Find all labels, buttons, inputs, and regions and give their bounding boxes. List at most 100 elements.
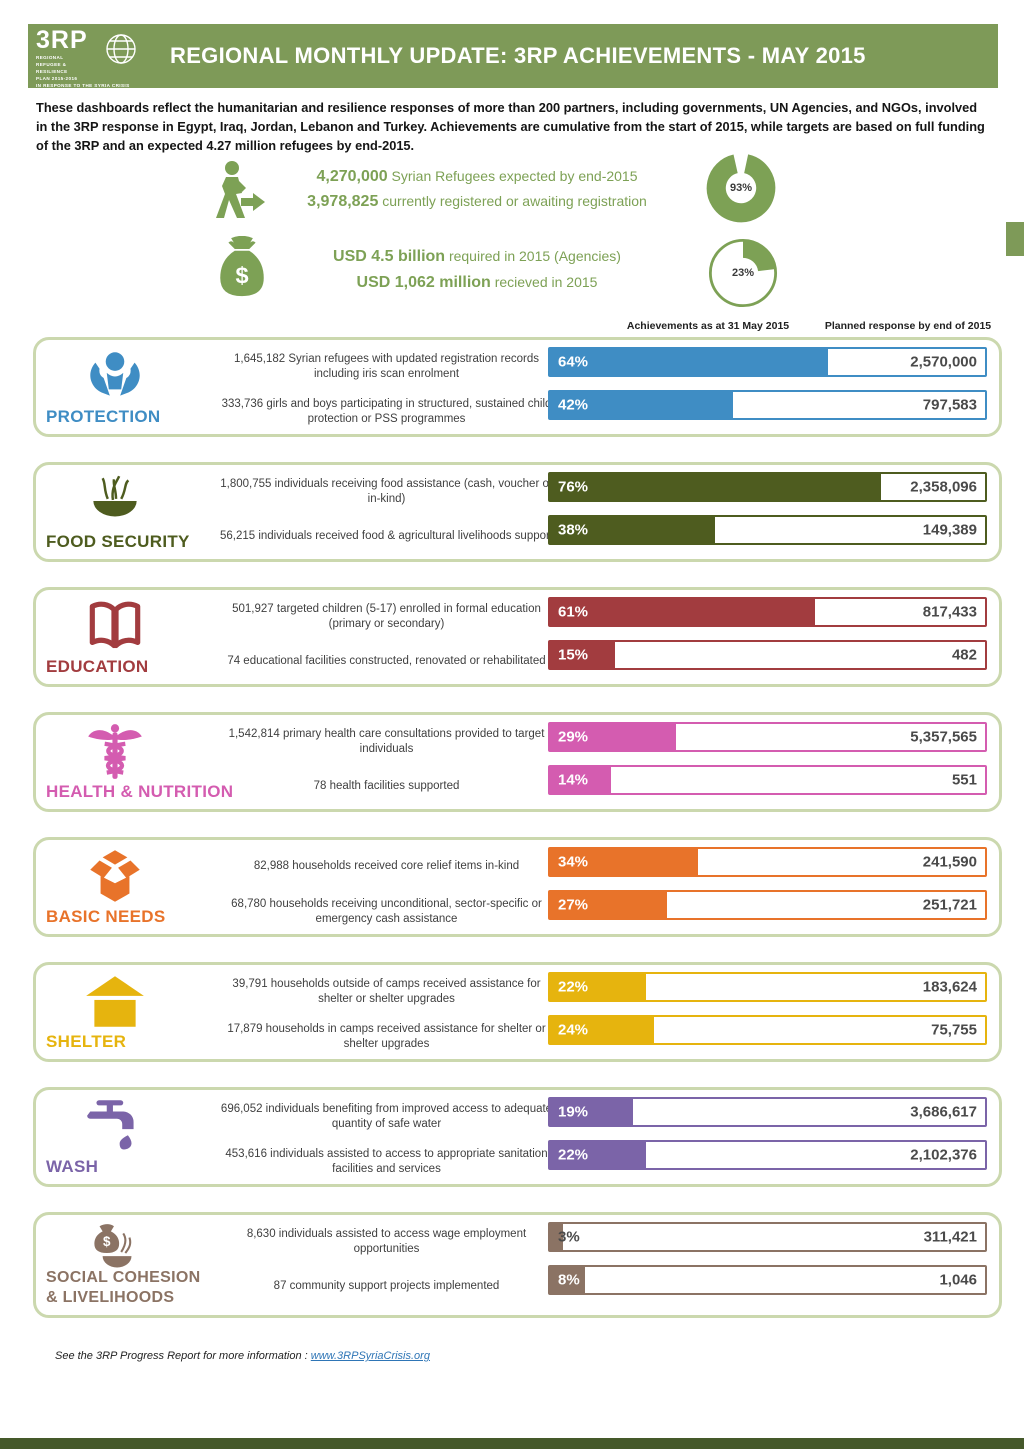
planned-value: 241,590: [922, 853, 977, 871]
indicator-description: 56,215 individuals received food & agric…: [219, 530, 554, 543]
open-book-icon: [82, 598, 148, 656]
planned-value: 311,421: [923, 1228, 977, 1246]
section-label-basic-needs: BASIC NEEDS: [46, 906, 166, 926]
progress-fill: [550, 1017, 655, 1043]
section-label-education: EDUCATION: [46, 656, 149, 676]
percent-label: 29%: [558, 728, 589, 746]
refugee-walking-icon: [205, 160, 269, 231]
planned-value: 817,433: [922, 603, 977, 621]
section-card-social-cohesion: $ SOCIAL COHESION & LIVELIHOODS 8,630 in…: [33, 1212, 1002, 1318]
open-box-icon: [82, 848, 148, 906]
percent-label: 27%: [558, 896, 589, 914]
section-card-wash: WASH 696,052 individuals benefiting from…: [33, 1087, 1002, 1187]
page-title: REGIONAL MONTHLY UPDATE: 3RP ACHIEVEMENT…: [170, 43, 866, 68]
percent-label: 14%: [558, 771, 589, 789]
planned-value: 482: [951, 646, 977, 664]
indicator-description: 1,542,814 primary health care consultati…: [228, 727, 545, 755]
percent-label: 64%: [558, 353, 589, 371]
column-header-achievements: Achievements as at 31 May 2015: [626, 320, 790, 332]
indicator-description: 68,780 households receiving unconditiona…: [231, 897, 542, 925]
3rp-logo: 3RP REGIONAL REFUGEE & RESILIENCE PLAN 2…: [28, 24, 146, 88]
progress-fill: [550, 642, 616, 668]
progress-fill: [550, 892, 668, 918]
section-card-education: EDUCATION 501,927 targeted children (5-1…: [33, 587, 1002, 687]
caduceus-icon: [82, 723, 148, 781]
planned-value: 2,358,096: [910, 478, 977, 496]
progress-bar: 15% 482: [548, 640, 987, 670]
progress-fill: [550, 767, 611, 793]
indicator-description: 39,791 households outside of camps recei…: [232, 977, 541, 1005]
indicator-description: 1,645,182 Syrian refugees with updated r…: [234, 352, 539, 380]
footer-text: See the 3RP Progress Report for more inf…: [55, 1350, 311, 1362]
percent-label: 3%: [558, 1228, 580, 1246]
progress-bar: 8% 1,046: [548, 1265, 987, 1295]
indicator-description: 1,800,755 individuals receiving food ass…: [220, 477, 553, 505]
section-label-protection: PROTECTION: [46, 406, 161, 426]
percent-label: 61%: [558, 603, 589, 621]
section-card-protection: PROTECTION 1,645,182 Syrian refugees wit…: [33, 337, 1002, 437]
progress-fill: [550, 599, 816, 625]
indicator-description: 696,052 individuals benefiting from impr…: [220, 1102, 553, 1130]
progress-fill: [550, 1099, 633, 1125]
funding-required-line: USD 4.5 billion required in 2015 (Agenci…: [333, 248, 621, 265]
percent-label: 24%: [558, 1021, 589, 1039]
house-icon: [82, 973, 148, 1031]
section-label-shelter: SHELTER: [46, 1031, 127, 1051]
food-bowl-icon: [82, 473, 148, 531]
progress-bar: 19% 3,686,617: [548, 1097, 987, 1127]
progress-fill: [550, 349, 829, 375]
planned-value: 251,721: [922, 896, 977, 914]
progress-bar: 29% 5,357,565: [548, 722, 987, 752]
page-edge-tab: [1006, 222, 1024, 256]
planned-value: 149,389: [922, 521, 977, 539]
progress-bar: 64% 2,570,000: [548, 347, 987, 377]
sector-cards: PROTECTION 1,645,182 Syrian refugees wit…: [33, 337, 1002, 1343]
progress-bar: 3% 311,421: [548, 1222, 987, 1252]
progress-bar: 61% 817,433: [548, 597, 987, 627]
registration-donut-label: 93%: [729, 182, 753, 194]
percent-label: 19%: [558, 1103, 589, 1121]
percent-label: 22%: [558, 1146, 589, 1164]
section-card-shelter: SHELTER 39,791 households outside of cam…: [33, 962, 1002, 1062]
section-label-health-nutrition: HEALTH & NUTRITION: [46, 781, 234, 801]
planned-value: 75,755: [931, 1021, 977, 1039]
progress-bar: 14% 551: [548, 765, 987, 795]
section-label-wash: WASH: [46, 1156, 99, 1176]
logo-text: 3RP: [36, 26, 88, 54]
planned-value: 2,570,000: [910, 353, 977, 371]
indicator-description: 453,616 individuals assisted to access t…: [225, 1147, 548, 1175]
money-bag-icon: $: [213, 235, 271, 305]
progress-fill: [550, 1267, 585, 1293]
progress-bar: 27% 251,721: [548, 890, 987, 920]
section-label-social-cohesion: SOCIAL COHESION & LIVELIHOODS: [46, 1269, 201, 1306]
progress-bar: 76% 2,358,096: [548, 472, 987, 502]
progress-bar: 38% 149,389: [548, 515, 987, 545]
section-card-basic-needs: BASIC NEEDS 82,988 households received c…: [33, 837, 1002, 937]
progress-bar: 42% 797,583: [548, 390, 987, 420]
protection-hands-icon: [82, 348, 148, 406]
header-banner: 3RP REGIONAL REFUGEE & RESILIENCE PLAN 2…: [28, 24, 998, 88]
section-label-food-security: FOOD SECURITY: [46, 531, 190, 551]
percent-label: 8%: [558, 1271, 580, 1289]
registration-donut-chart: 93%: [705, 152, 777, 224]
indicator-description: 8,630 individuals assisted to access wag…: [246, 1227, 527, 1255]
progress-bar: 34% 241,590: [548, 847, 987, 877]
progress-fill: [550, 724, 677, 750]
progress-fill: [550, 849, 698, 875]
planned-value: 5,357,565: [910, 728, 977, 746]
planned-value: 797,583: [922, 396, 977, 414]
refugees-registered-line: 3,978,825 currently registered or awaiti…: [307, 193, 647, 210]
percent-label: 38%: [558, 521, 589, 539]
svg-text:$: $: [235, 262, 248, 288]
progress-bar: 22% 2,102,376: [548, 1140, 987, 1170]
percent-label: 15%: [558, 646, 589, 664]
livelihoods-icon: $: [82, 1223, 148, 1281]
funding-donut-chart: 23%: [707, 237, 779, 309]
planned-value: 183,624: [922, 978, 977, 996]
indicator-description: 333,736 girls and boys participating in …: [221, 397, 552, 425]
indicator-description: 74 educational facilities constructed, r…: [227, 655, 546, 668]
progress-report-link[interactable]: www.3RPSyriaCrisis.org: [310, 1350, 430, 1362]
indicator-description: 78 health facilities supported: [313, 780, 460, 793]
progress-fill: [550, 974, 646, 1000]
